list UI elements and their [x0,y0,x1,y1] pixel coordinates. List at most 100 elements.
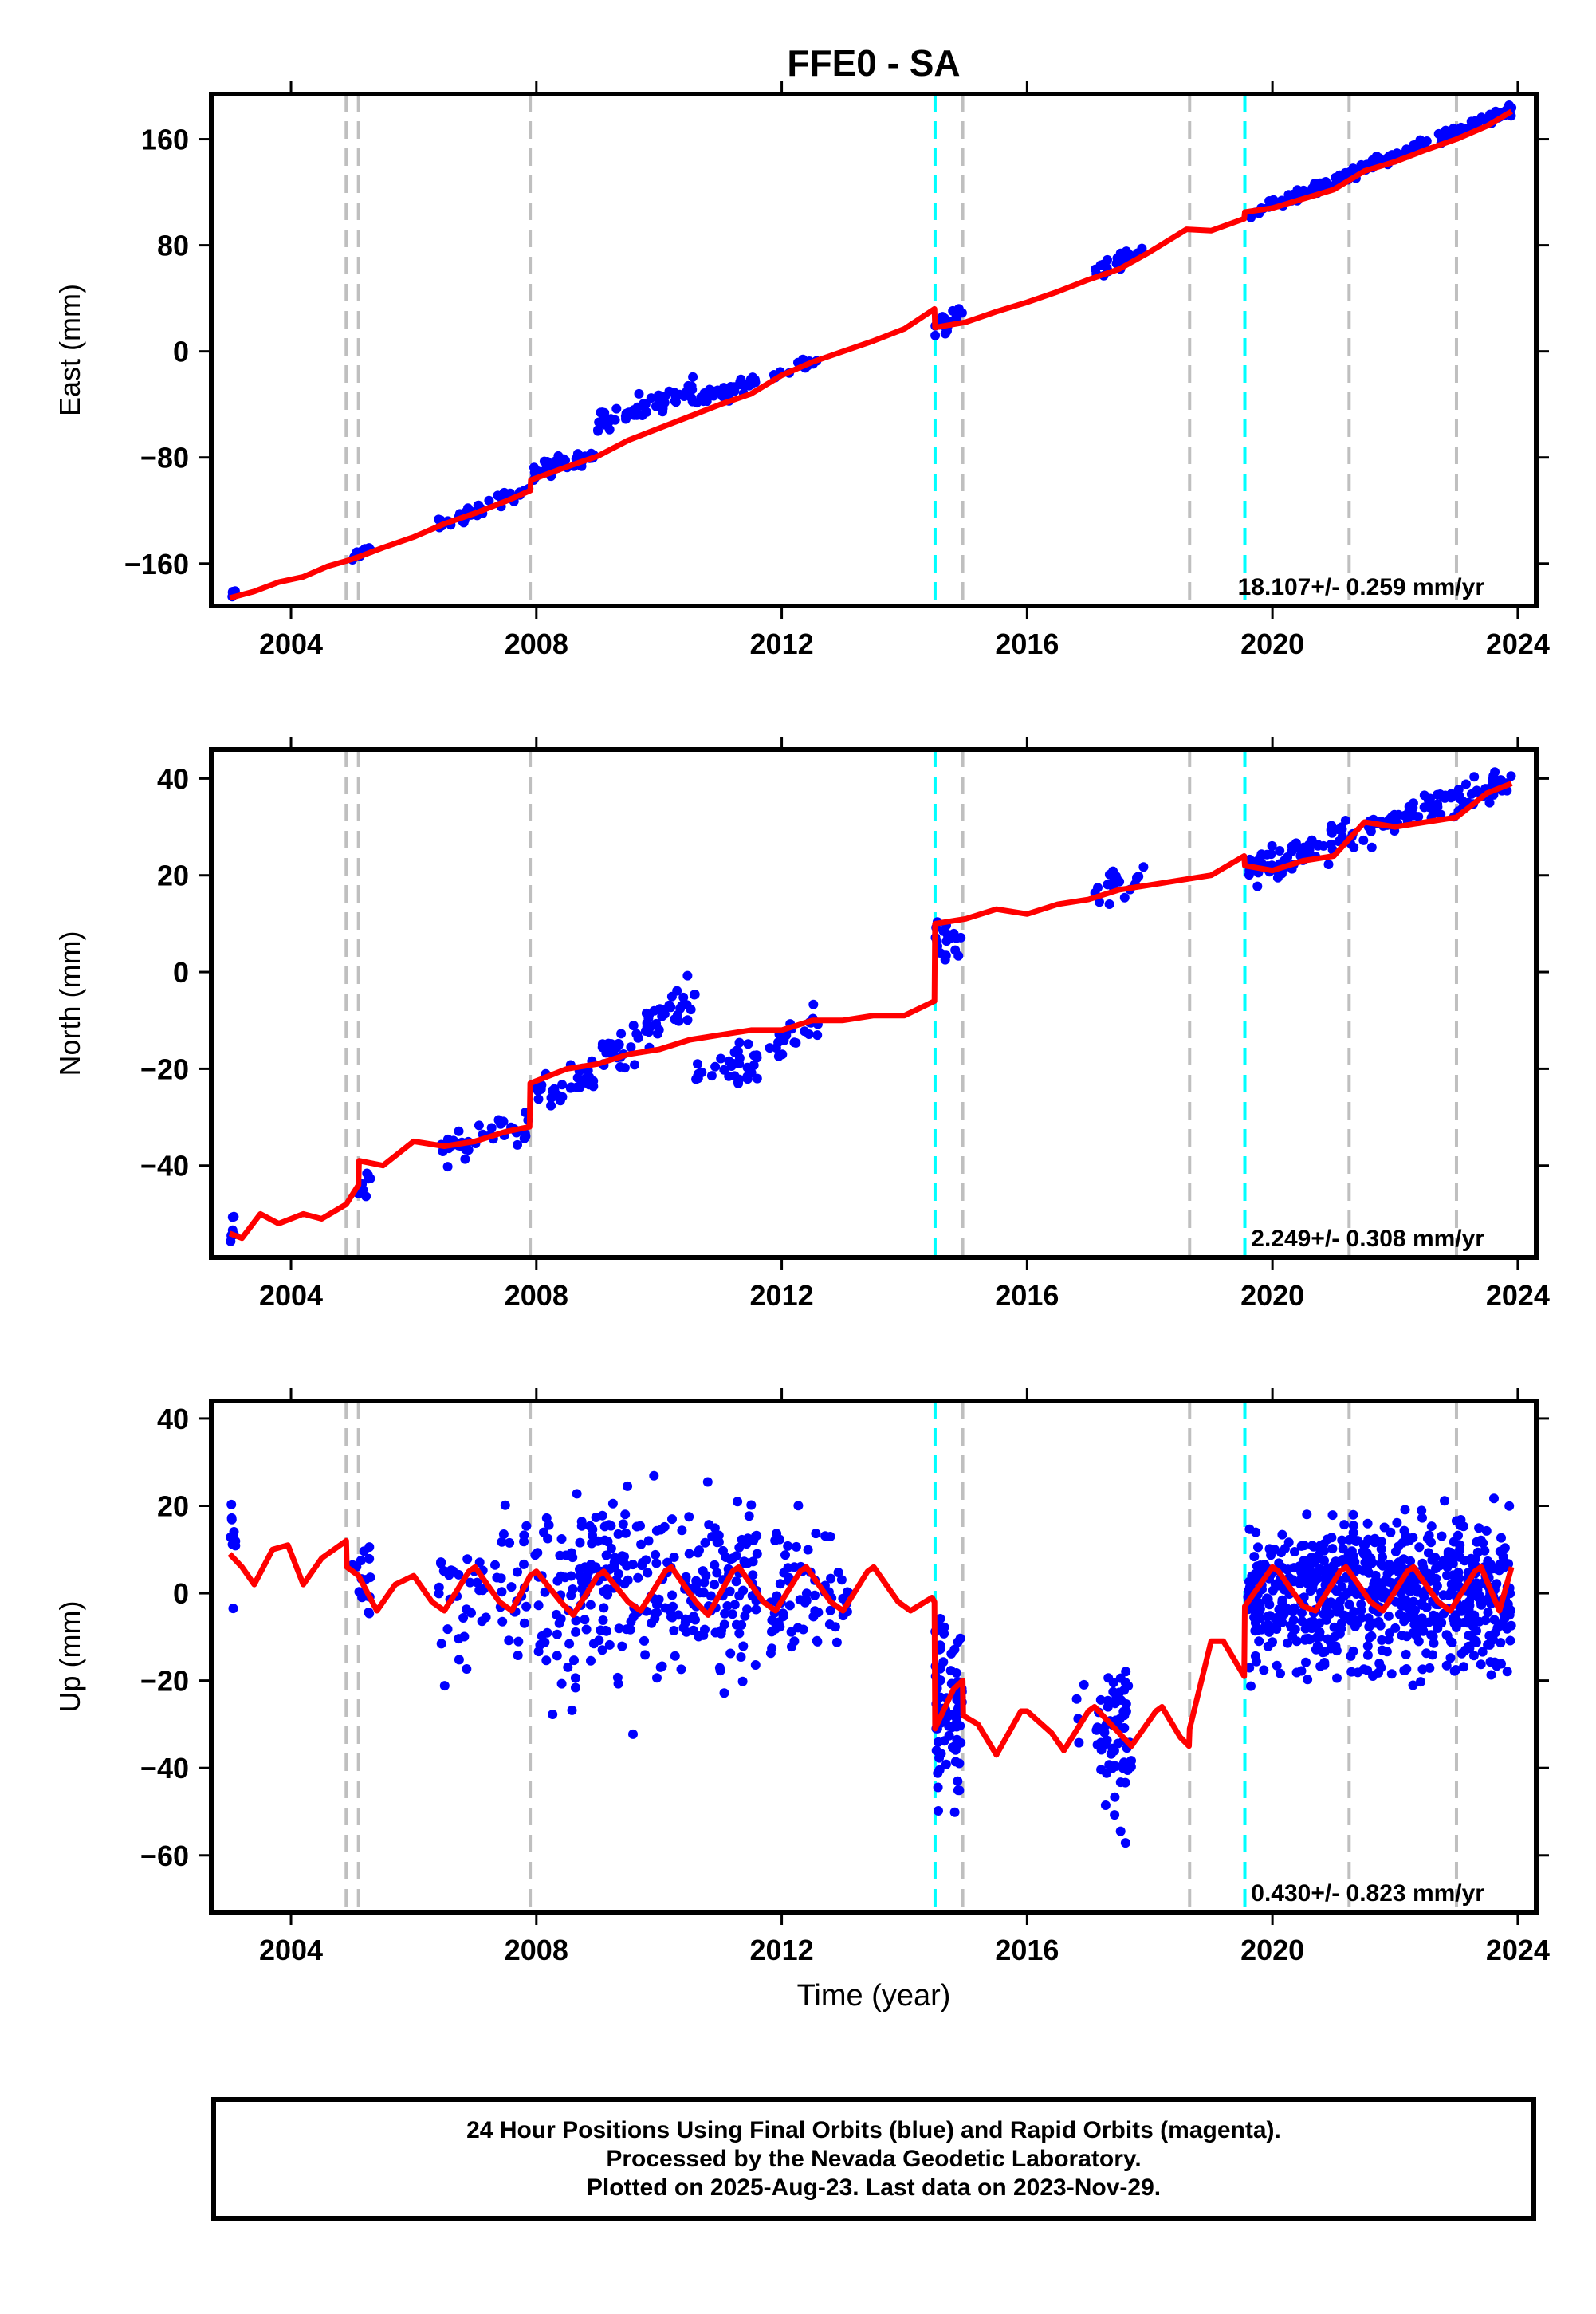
data-point [1423,1548,1433,1558]
data-point [229,1527,239,1537]
data-point [1349,842,1359,852]
data-point [1416,1677,1425,1687]
data-point [1103,880,1113,890]
data-point [649,1470,659,1481]
data-point [1301,1657,1311,1667]
data-point [1497,1619,1508,1629]
data-point [698,1630,709,1640]
data-point [658,1005,669,1015]
data-point [1362,1549,1372,1558]
data-point [713,1530,724,1541]
data-point [701,1570,711,1580]
data-point [623,1481,633,1491]
data-point [789,1037,800,1048]
data-point [1274,1558,1284,1568]
data-point [1440,130,1450,140]
data-point [746,1500,757,1510]
x-tick-label: 2016 [995,1279,1059,1312]
data-point [1252,881,1263,891]
data-point [497,1587,507,1597]
data-point [1437,1531,1447,1541]
data-point [808,999,819,1009]
data-point [1417,1600,1427,1610]
data-point [565,1083,576,1093]
data-point [1267,840,1277,851]
data-point [1431,1564,1441,1574]
data-point [640,399,651,409]
data-point [693,1071,703,1081]
data-point [1408,803,1418,813]
data-point [1399,1612,1409,1622]
data-point [1401,1649,1411,1659]
data-point [474,1557,485,1568]
data-point [519,1559,529,1569]
data-point [710,1560,720,1570]
data-point [1249,1552,1260,1562]
data-point [1468,1585,1479,1596]
data-point [751,1531,761,1541]
data-point [1292,185,1303,195]
data-point [775,1622,785,1632]
y-axis-label: North (mm) [53,931,86,1076]
y-tick-label: 20 [157,860,189,892]
data-point [1132,872,1142,883]
x-tick-label: 2020 [1240,1279,1304,1312]
data-point [801,1588,812,1599]
data-point [633,1572,643,1583]
data-point [1485,109,1495,120]
data-point [594,417,604,427]
data-point [571,1615,581,1626]
data-point [566,1571,576,1581]
data-point [706,1071,717,1081]
data-point [1427,1555,1437,1565]
data-point [1489,1615,1500,1625]
data-point [831,1637,842,1647]
data-point [682,1000,692,1010]
data-point [716,1053,726,1064]
rate-label: 0.430+/- 0.823 mm/yr [1251,1880,1484,1907]
data-point [628,1021,639,1031]
data-point [933,1768,943,1778]
data-point [604,424,615,435]
data-point [1400,1505,1410,1515]
data-point [676,1664,686,1675]
data-point [1263,1641,1273,1651]
data-point [646,393,656,403]
data-point [1380,1576,1390,1586]
data-point [678,1623,689,1633]
data-point [714,1663,725,1673]
data-point [621,1528,631,1538]
data-point [434,514,444,525]
data-point [599,1521,610,1532]
data-point [677,1525,687,1536]
data-point [643,1536,654,1546]
data-point [1464,1631,1474,1641]
data-point [1280,1544,1290,1554]
data-point [689,1612,699,1622]
data-point [552,1651,562,1661]
data-point [752,1549,762,1559]
data-point [513,1651,523,1660]
data-point [770,1536,780,1545]
data-point [577,1576,587,1587]
data-point [1462,1618,1472,1628]
data-point [725,1648,736,1659]
data-point [566,1590,576,1600]
data-point [1283,1638,1293,1648]
data-point [572,1489,582,1499]
data-point [1353,1564,1363,1575]
data-point [1397,1631,1407,1641]
data-point [650,1608,660,1619]
data-point [1270,1579,1280,1589]
data-point [952,1694,962,1705]
data-point [598,1615,608,1625]
data-point [810,1590,820,1600]
data-point [838,1611,848,1621]
data-point [698,396,709,407]
data-point [793,1501,804,1511]
data-point [731,1576,741,1587]
data-point [1488,771,1499,781]
data-point [1250,1568,1260,1579]
x-tick-label: 2012 [750,628,814,660]
data-point [1266,849,1276,860]
